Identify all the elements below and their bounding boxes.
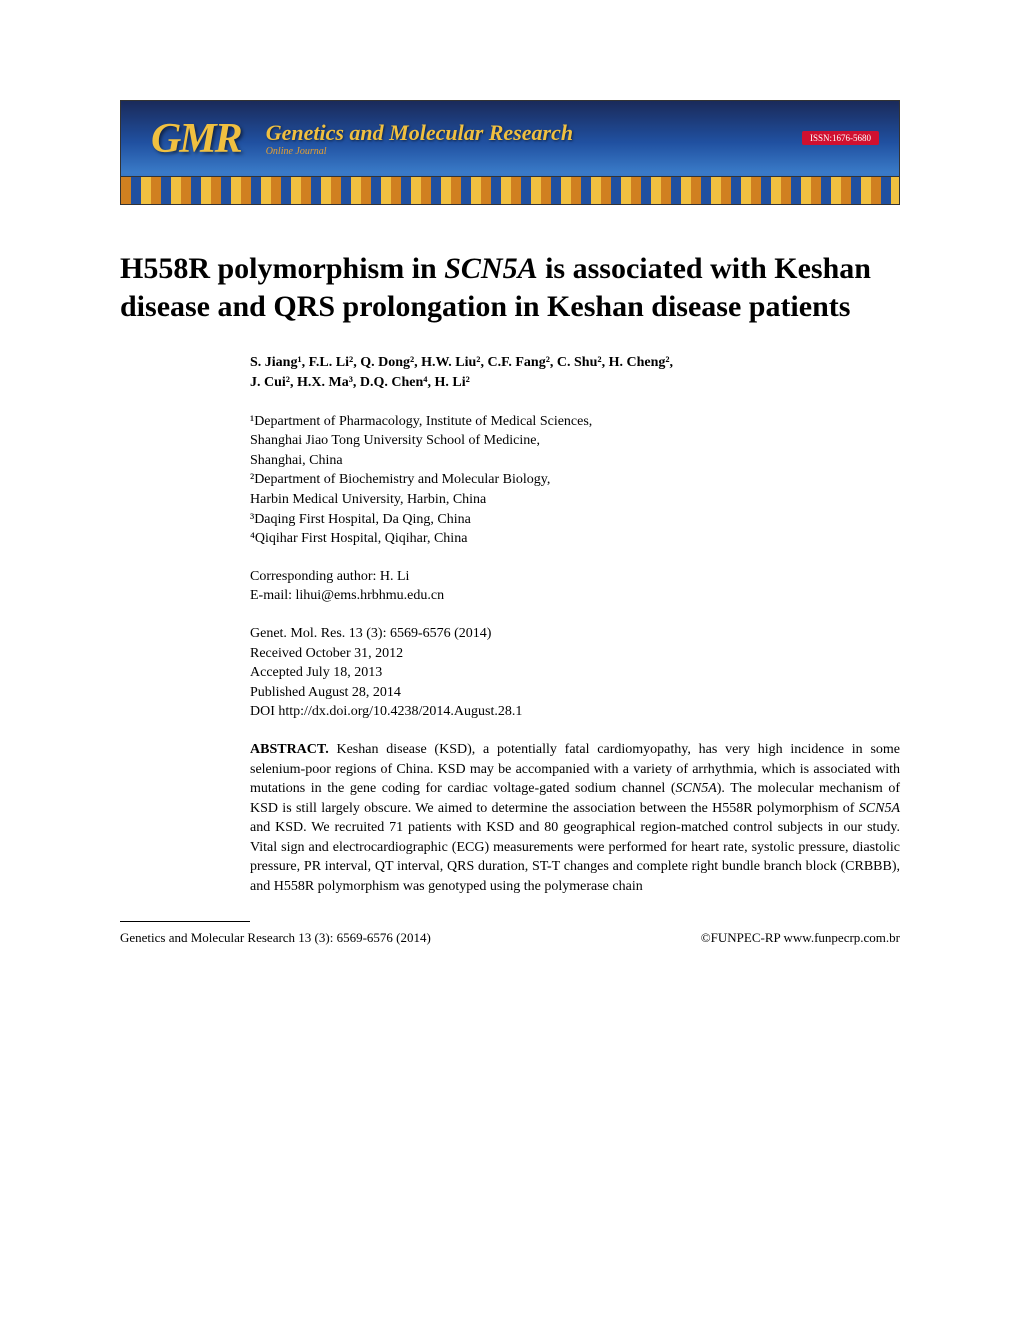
published-date: Published August 28, 2014 [250,683,900,703]
abstract-gene-2: SCN5A [859,801,900,816]
title-prefix: H558R polymorphism in [120,252,444,285]
banner-issn: ISSN:1676-5680 [802,131,879,145]
affiliations: ¹Department of Pharmacology, Institute o… [250,412,900,549]
affiliation-4: ⁴Qiqihar First Hospital, Qiqihar, China [250,529,900,549]
authors-line1: S. Jiang¹, F.L. Li², Q. Dong², H.W. Liu²… [250,353,900,373]
banner-subtitle: Online Journal [266,146,573,157]
footer-citation: Genetics and Molecular Research 13 (3): … [120,930,431,946]
abstract: ABSTRACT. Keshan disease (KSD), a potent… [250,740,900,897]
page-footer: Genetics and Molecular Research 13 (3): … [120,930,900,946]
abstract-text-3: and KSD. We recruited 71 patients with K… [250,820,900,894]
corresponding-author: Corresponding author: H. Li E-mail: lihu… [250,567,900,606]
footer-rule [120,921,250,922]
citation: Genet. Mol. Res. 13 (3): 6569-6576 (2014… [250,624,900,644]
article-title: H558R polymorphism in SCN5A is associate… [120,250,900,325]
publication-info: Genet. Mol. Res. 13 (3): 6569-6576 (2014… [250,624,900,722]
received-date: Received October 31, 2012 [250,644,900,664]
affiliation-2a: ²Department of Biochemistry and Molecula… [250,470,900,490]
corresponding-name: Corresponding author: H. Li [250,567,900,587]
title-italic-gene: SCN5A [444,252,537,285]
authors: S. Jiang¹, F.L. Li², Q. Dong², H.W. Liu²… [250,353,900,394]
abstract-gene-1: SCN5A [676,781,717,796]
accepted-date: Accepted July 18, 2013 [250,663,900,683]
banner-inner: GMR Genetics and Molecular Research Onli… [121,101,899,176]
doi: DOI http://dx.doi.org/10.4238/2014.Augus… [250,702,900,722]
abstract-label: ABSTRACT. [250,742,329,757]
content-block: S. Jiang¹, F.L. Li², Q. Dong², H.W. Liu²… [250,353,900,897]
affiliation-2b: Harbin Medical University, Harbin, China [250,490,900,510]
banner-title: Genetics and Molecular Research [266,120,573,146]
authors-line2: J. Cui², H.X. Ma³, D.Q. Chen⁴, H. Li² [250,373,900,393]
banner-text: Genetics and Molecular Research Online J… [266,120,573,157]
affiliation-3: ³Daqing First Hospital, Da Qing, China [250,510,900,530]
footer-copyright: ©FUNPEC-RP www.funpecrp.com.br [701,930,900,946]
journal-banner: GMR Genetics and Molecular Research Onli… [120,100,900,205]
banner-logo: GMR [151,115,241,163]
affiliation-1b: Shanghai Jiao Tong University School of … [250,431,900,451]
corresponding-email: E-mail: lihui@ems.hrbhmu.edu.cn [250,586,900,606]
banner-pattern [121,176,899,205]
affiliation-1a: ¹Department of Pharmacology, Institute o… [250,412,900,432]
affiliation-1c: Shanghai, China [250,451,900,471]
